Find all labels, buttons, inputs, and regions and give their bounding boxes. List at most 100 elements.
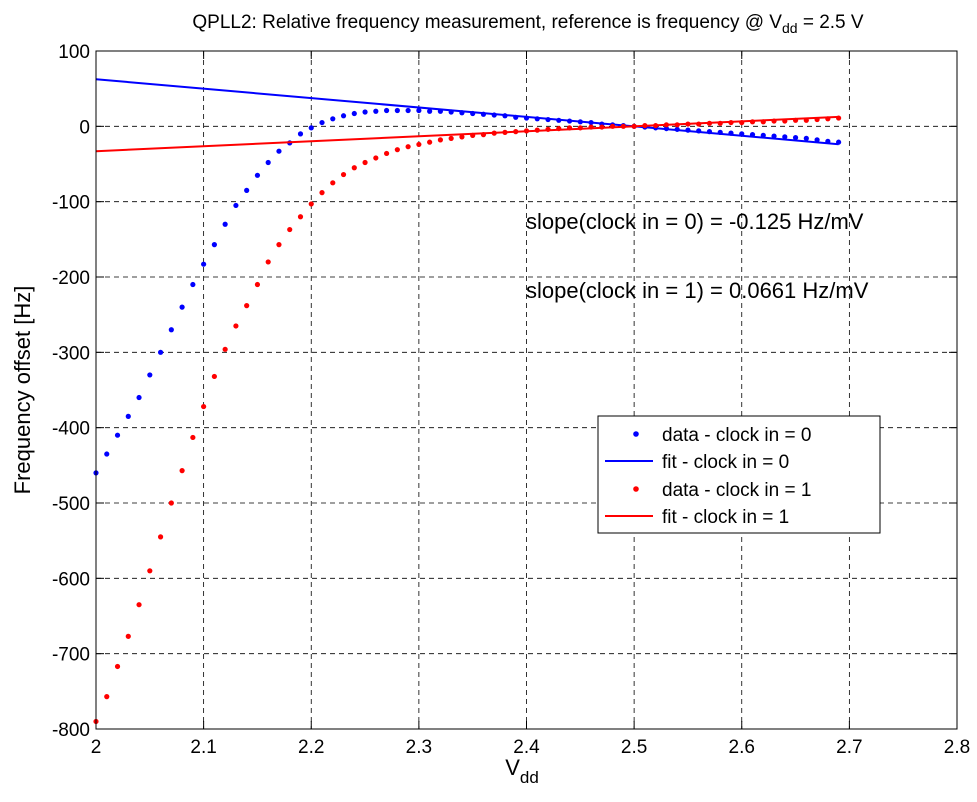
data-point	[405, 107, 411, 114]
legend-box	[597, 415, 881, 534]
data-point	[114, 432, 121, 438]
y-tick-label: -800	[52, 720, 90, 741]
data-point	[222, 221, 228, 227]
data-point	[297, 131, 304, 137]
data-point	[276, 148, 282, 154]
data-point	[168, 500, 174, 506]
data-point	[136, 602, 142, 608]
data-point	[254, 172, 261, 178]
data-point	[201, 261, 207, 267]
data-point	[157, 534, 164, 540]
y-tick-label: 100	[58, 42, 90, 63]
data-point	[114, 663, 121, 670]
data-point	[244, 187, 250, 193]
x-axis-label-sub: dd	[520, 768, 539, 787]
x-tick-label: 2.8	[944, 737, 970, 758]
data-point	[201, 403, 207, 410]
data-point	[394, 147, 400, 153]
legend-label-fit-clock-1: fit - clock in = 1	[662, 507, 789, 528]
data-point	[330, 116, 336, 122]
data-point	[416, 141, 422, 148]
data-point	[362, 159, 368, 166]
fit-line	[95, 78, 839, 146]
data-point	[362, 109, 368, 115]
data-point	[211, 373, 217, 380]
data-point	[179, 468, 185, 474]
data-point	[265, 259, 271, 265]
data-point	[427, 139, 433, 145]
plot-frame	[95, 50, 958, 730]
annotation-slope-clock-0: slope(clock in = 0) = -0.125 Hz/mV	[526, 209, 864, 234]
data-point	[319, 119, 325, 126]
data-point	[254, 281, 261, 288]
data-point	[351, 110, 357, 117]
data-point	[147, 372, 153, 378]
data-point	[340, 113, 347, 119]
y-axis-label: Frequency offset [Hz]	[10, 286, 35, 495]
x-tick-label: 2.7	[836, 737, 862, 758]
data-point	[427, 108, 433, 114]
data-point	[233, 202, 239, 209]
x-axis-label: Vdd	[505, 755, 539, 787]
y-tick-labels: 100 0 -100 -200 -300 -400 -500 -600 -700 -800	[52, 42, 90, 741]
data-point	[157, 349, 164, 355]
data-point	[792, 135, 799, 141]
data-point	[265, 159, 271, 166]
legend-marker-data-clock-1	[633, 486, 639, 492]
data-point	[394, 107, 400, 114]
y-tick-label: -500	[52, 494, 90, 515]
series-3	[95, 115, 839, 153]
data-point	[211, 242, 217, 248]
data-point	[125, 633, 131, 639]
annotation-slope-clock-1: slope(clock in = 1) = 0.0661 Hz/mV	[526, 278, 869, 303]
y-tick-label: -700	[52, 645, 90, 666]
data-point	[771, 133, 777, 139]
data-point	[222, 346, 228, 352]
y-tick-label: -100	[52, 193, 90, 214]
grid-lines	[96, 51, 957, 729]
data-point	[448, 135, 454, 141]
x-axis-label-main: V	[505, 755, 520, 780]
x-tick-label: 2.5	[621, 737, 647, 758]
data-point	[351, 165, 357, 171]
chart-title: QPLL2: Relative frequency measurement, r…	[192, 12, 864, 36]
data-point	[125, 413, 131, 419]
x-tick-labels: 2 2.1 2.2 2.3 2.4 2.5 2.6 2.7 2.8	[91, 737, 971, 758]
data-series	[93, 78, 842, 725]
data-point	[405, 144, 411, 150]
series-1	[95, 78, 839, 146]
data-point	[297, 214, 304, 220]
legend-marker-data-clock-0	[633, 431, 639, 437]
fit-line	[95, 115, 839, 153]
data-point	[459, 134, 465, 140]
data-point	[383, 107, 390, 114]
chart-title-main: QPLL2: Relative frequency measurement, r…	[192, 12, 782, 33]
legend-label-data-clock-0: data - clock in = 0	[662, 425, 811, 446]
data-point	[136, 394, 142, 401]
x-tick-label: 2.6	[729, 737, 755, 758]
data-point	[416, 107, 422, 114]
data-point	[308, 201, 314, 207]
data-point	[330, 180, 336, 186]
y-tick-label: 0	[79, 117, 90, 138]
data-point	[308, 125, 314, 131]
data-point	[803, 135, 809, 141]
y-tick-label: -400	[52, 419, 90, 440]
chart-title-sub: dd	[782, 20, 798, 36]
data-point	[147, 568, 153, 574]
x-tick-label: 2.3	[406, 737, 432, 758]
data-point	[190, 434, 196, 441]
y-tick-label: -200	[52, 268, 90, 289]
data-point	[276, 242, 282, 248]
x-tick-label: 2.4	[513, 737, 540, 758]
data-point	[782, 134, 788, 140]
legend: data - clock in = 0 fit - clock in = 0 d…	[597, 415, 881, 534]
data-point	[233, 323, 239, 329]
data-point	[814, 137, 820, 143]
data-point	[383, 150, 390, 157]
data-point	[244, 303, 250, 309]
y-tick-label: -600	[52, 569, 90, 590]
x-tick-label: 2	[91, 737, 102, 758]
data-point	[340, 171, 347, 178]
